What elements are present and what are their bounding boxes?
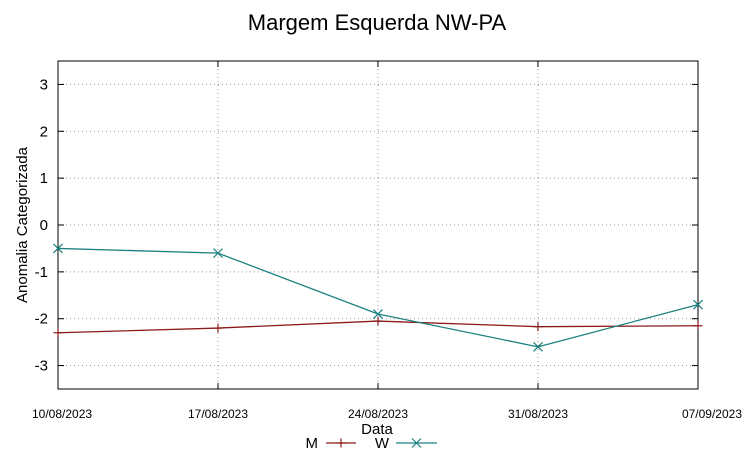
data-point-m: [693, 321, 703, 331]
y-axis-label: Anomalia Categorizada: [14, 146, 31, 303]
marker-stroke: [213, 248, 223, 259]
marker-stroke: [53, 243, 63, 254]
data-point-m: [373, 316, 383, 326]
x-tick-label: 10/08/2023: [32, 407, 92, 421]
grid: [57, 61, 699, 389]
marker-stroke: [693, 299, 703, 310]
x-tick-label: 17/08/2023: [188, 407, 248, 421]
data-point-w: [213, 248, 223, 259]
x-axis-label: Data: [361, 421, 393, 438]
y-tick-label: 2: [40, 123, 48, 140]
marker-stroke: [373, 309, 383, 319]
y-tick-label: -1: [35, 264, 48, 281]
data-point-m: [53, 328, 63, 338]
marker-stroke: [533, 341, 543, 352]
y-tick-label: 1: [40, 170, 48, 187]
legend-label-w: W: [375, 435, 390, 452]
marker-stroke: [411, 438, 422, 448]
data-point-w: [693, 299, 703, 310]
y-tick-label: 0: [40, 217, 48, 234]
y-tick-label: -2: [35, 311, 48, 328]
data-point-m: [213, 323, 223, 333]
data-point-w: [373, 309, 383, 319]
data-point-w: [53, 243, 63, 254]
legend-label-m: M: [306, 435, 319, 452]
y-axis: 3 2 1 0 -1 -2 -3: [35, 76, 698, 375]
x-axis: 10/08/2023 17/08/2023 24/08/2023 31/08/2023…: [32, 61, 742, 421]
y-tick-label: 3: [40, 76, 48, 93]
y-tick-label: -3: [35, 358, 48, 375]
x-tick-label: 24/08/2023: [348, 407, 408, 421]
series-group: [53, 243, 703, 352]
x-tick-label: 31/08/2023: [508, 407, 568, 421]
data-point-w: [533, 341, 543, 352]
legend-marker-m: [336, 438, 346, 448]
legend-marker-w: [411, 438, 422, 448]
chart-title: Margem Esquerda NW-PA: [248, 10, 507, 35]
data-point-m: [533, 322, 543, 332]
x-tick-label: 07/09/2023: [682, 407, 742, 421]
